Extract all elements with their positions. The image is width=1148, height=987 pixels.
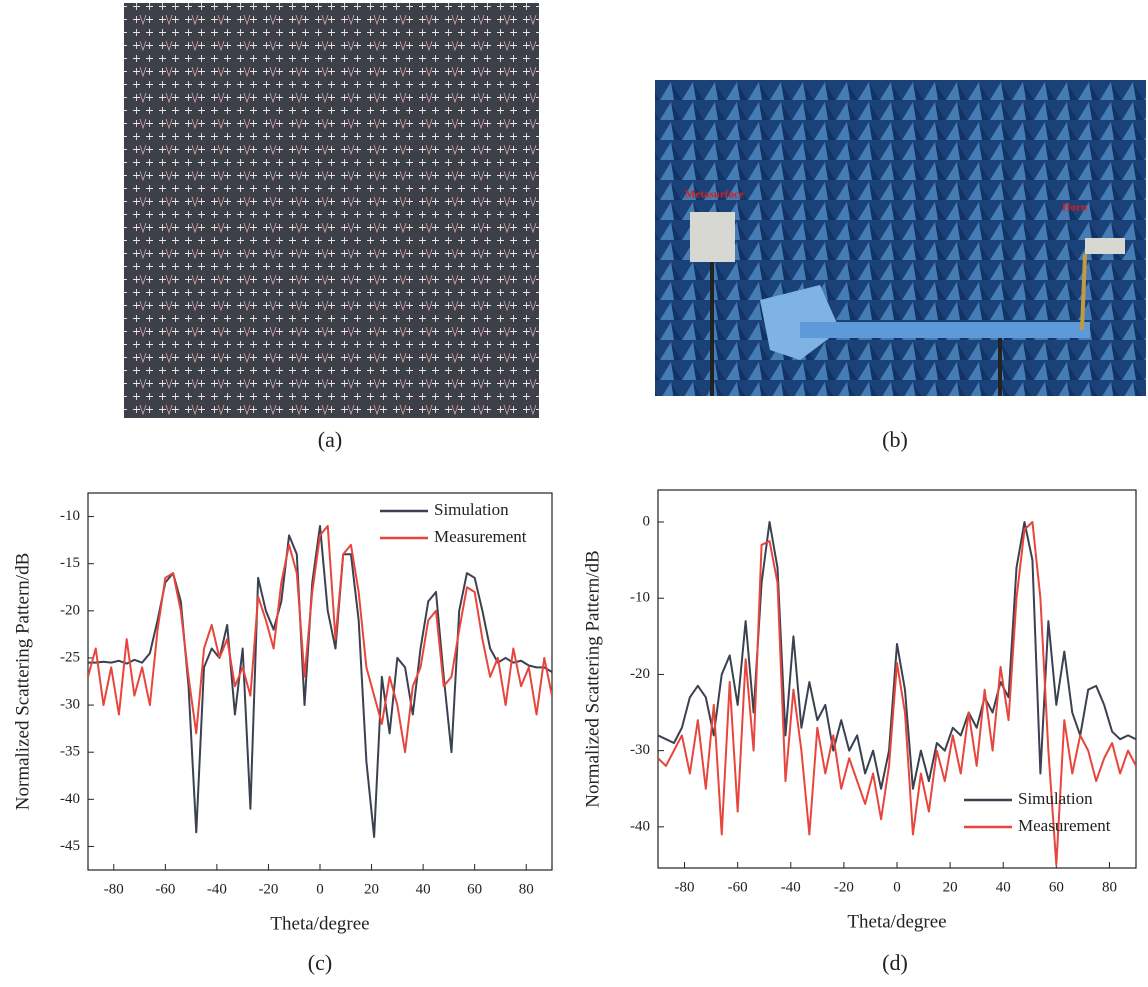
x-tick-label: 80 — [519, 881, 534, 897]
y-tick-label: -35 — [60, 744, 80, 760]
y-axis-title: Normalized Scattering Pattern/dB — [582, 550, 603, 807]
x-tick-label: -20 — [258, 881, 278, 897]
legend-label: Simulation — [434, 500, 509, 519]
y-tick-label: -40 — [630, 818, 650, 834]
y-tick-label: -45 — [60, 838, 80, 854]
caption: (b) — [882, 427, 908, 452]
legend-label: Measurement — [434, 527, 527, 546]
x-tick-label: 80 — [1102, 879, 1117, 895]
plot-area — [657, 489, 1137, 869]
x-tick-label: 40 — [996, 879, 1011, 895]
y-axis-title: Normalized Scattering Pattern/dB — [12, 553, 33, 810]
y-tick-label: -15 — [60, 555, 80, 571]
photo-chamber: Metasurface Horn — [655, 80, 1146, 396]
x-tick-label: -80 — [104, 881, 124, 897]
caption: (c) — [308, 950, 332, 975]
y-tick-label: -20 — [60, 602, 80, 618]
y-tick-label: -25 — [60, 649, 80, 665]
x-tick-label: 60 — [1049, 879, 1064, 895]
x-tick-label: -80 — [675, 879, 695, 895]
plot-area — [87, 492, 553, 871]
series-line — [658, 521, 1136, 790]
x-axis-title: Theta/degree — [847, 911, 946, 932]
y-tick-label: -10 — [630, 590, 650, 606]
x-tick-label: -40 — [207, 881, 227, 897]
x-tick-label: -60 — [155, 881, 175, 897]
y-tick-label: -40 — [60, 791, 80, 807]
photo-label: Horn — [1062, 202, 1087, 214]
x-tick-label: 40 — [416, 881, 431, 897]
caption: (d) — [882, 950, 908, 975]
x-axis-title: Theta/degree — [270, 913, 369, 934]
x-tick-label: 20 — [364, 881, 379, 897]
y-tick-label: -10 — [60, 508, 80, 524]
y-tick-label: -20 — [630, 666, 650, 682]
caption: (a) — [318, 427, 342, 452]
y-tick-label: -30 — [630, 742, 650, 758]
x-tick-label: -60 — [728, 879, 748, 895]
y-tick-label: 0 — [643, 513, 651, 529]
x-tick-label: 0 — [893, 879, 901, 895]
series-line — [88, 524, 552, 754]
x-tick-label: -20 — [834, 879, 854, 895]
legend-label: Measurement — [1018, 816, 1111, 835]
legend-label: Simulation — [1018, 789, 1093, 808]
y-tick-label: -30 — [60, 697, 80, 713]
series-line — [658, 521, 1136, 866]
x-tick-label: 20 — [943, 879, 958, 895]
x-tick-label: 60 — [467, 881, 482, 897]
photo-label: Metasurface — [685, 189, 744, 201]
x-tick-label: 0 — [316, 881, 324, 897]
photo-metasurface — [124, 3, 539, 418]
x-tick-label: -40 — [781, 879, 801, 895]
